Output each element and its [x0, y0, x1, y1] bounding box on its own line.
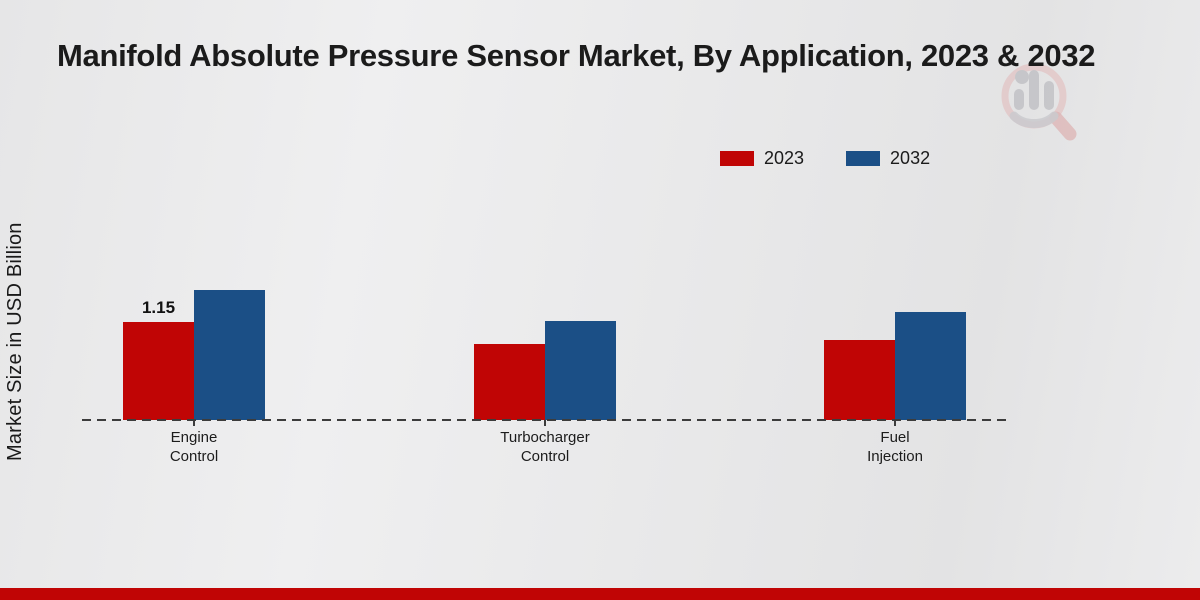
x-tick-engine-control: [193, 420, 195, 426]
legend-label-2032: 2032: [890, 148, 931, 168]
market-research-future-logo: [998, 56, 1082, 151]
x-tick-turbocharger-control: [544, 420, 546, 426]
magnifier-bar-chart-logo: [1001, 63, 1077, 141]
logo-bar-short: [1014, 89, 1024, 110]
bar-2023-fuel-injection: [824, 340, 895, 420]
legend-swatch-2023: [720, 151, 754, 166]
category-label-turbocharger-control: Turbocharger Control: [500, 429, 590, 465]
logo-bar-tall: [1029, 70, 1039, 110]
legend-item-2023: 2023: [720, 148, 804, 169]
bar-2032-engine-control: [194, 290, 265, 420]
legend-swatch-2032: [846, 151, 881, 166]
x-axis-baseline: [82, 419, 1008, 421]
x-tick-fuel-injection: [894, 420, 896, 426]
category-label-fuel-injection: Fuel Injection: [867, 429, 923, 465]
footer-red-bar: [0, 588, 1200, 600]
magnifier-handle: [1049, 111, 1077, 141]
logo-base-arc: [1009, 111, 1059, 128]
logo-person-head: [1015, 70, 1029, 84]
bar-2032-turbocharger-control: [545, 321, 616, 420]
chart-title: Manifold Absolute Pressure Sensor Market…: [57, 38, 1096, 73]
bar-2032-fuel-injection: [895, 312, 966, 420]
bar-2023-engine-control: [123, 322, 194, 420]
legend: 2023 2032: [720, 148, 930, 169]
legend-item-2032: 2032: [846, 148, 930, 169]
legend-label-2023: 2023: [764, 148, 805, 168]
bar-2023-turbocharger-control: [474, 344, 545, 420]
logo-bar-medium: [1044, 81, 1054, 110]
value-label-2023-engine-control: 1.15: [141, 298, 176, 317]
y-axis-label: Market Size in USD Billion: [4, 222, 26, 462]
category-label-engine-control: Engine Control: [169, 429, 219, 465]
